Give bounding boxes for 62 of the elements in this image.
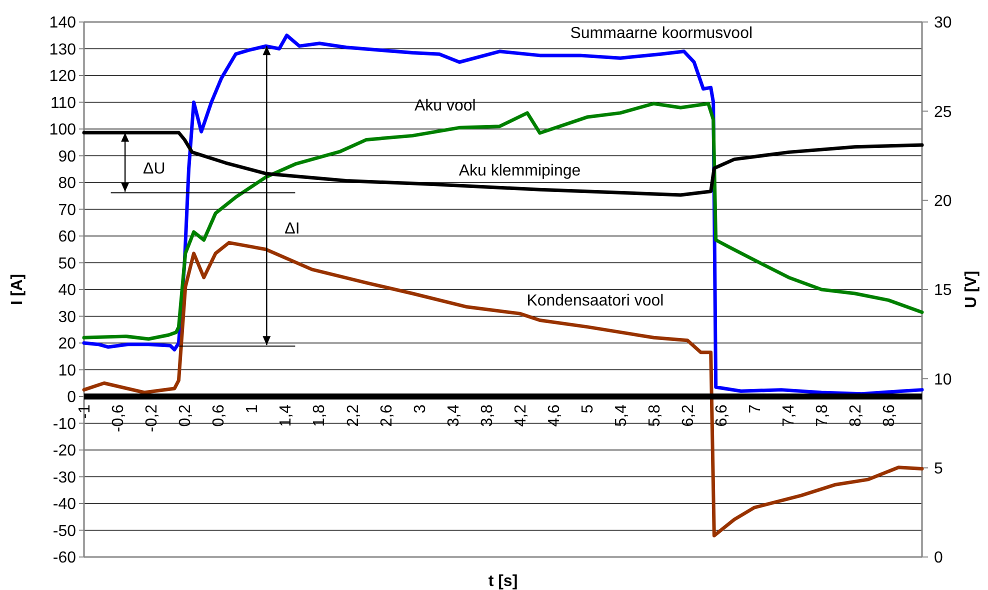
- y-tick-label: 50: [58, 255, 76, 272]
- y2-tick-label: 25: [934, 104, 952, 121]
- y2-tick-label: 10: [934, 371, 952, 388]
- x-axis-title: t [s]: [488, 573, 518, 590]
- x-tick-label: 8,6: [881, 404, 898, 427]
- y-tick-label: 0: [67, 389, 76, 406]
- y-tick-label: 140: [49, 14, 76, 32]
- x-tick-label: 5,8: [646, 404, 664, 427]
- y2-tick-label: 20: [934, 192, 952, 210]
- x-tick-label: 4,6: [546, 404, 563, 427]
- line-series: [82, 130, 924, 197]
- x-tick-label: 1,4: [278, 404, 295, 427]
- y2-tick-label: 0: [934, 550, 943, 567]
- y-tick-label: 10: [58, 362, 76, 380]
- annotation: ΔU: [143, 160, 166, 178]
- x-tick-label: 8,2: [848, 404, 865, 427]
- x-tick-label: 7: [747, 404, 764, 414]
- y-tick-label: 80: [58, 175, 76, 192]
- series-label: Kondensaatori vool: [526, 292, 664, 310]
- x-tick-label: 4,2: [512, 404, 530, 427]
- x-tick-label: 1: [244, 404, 262, 414]
- y-axis-title: I [A]: [9, 274, 26, 306]
- y2-axis-title: U [V]: [963, 270, 980, 308]
- x-tick-label: -0,6: [110, 404, 128, 432]
- y-tick-label: 110: [50, 94, 76, 112]
- x-tick-label: 6,2: [680, 404, 697, 427]
- x-tick-label: -1: [76, 404, 94, 419]
- x-tick-label: 7,4: [780, 404, 798, 427]
- y-tick-label: 40: [58, 282, 76, 300]
- annotation: ΔI: [284, 220, 300, 238]
- y-tick-label: -40: [52, 496, 76, 514]
- y-tick-label: 120: [49, 68, 76, 86]
- x-tick-label: 7,8: [814, 404, 832, 427]
- x-tick-label: 5: [579, 404, 596, 414]
- y-tick-label: -20: [52, 442, 76, 460]
- x-tick-label: 3: [412, 404, 429, 414]
- x-tick-label: -0,2: [144, 404, 161, 432]
- x-tick-label: 1,8: [311, 404, 328, 427]
- y-tick-label: -30: [52, 469, 76, 486]
- y2-tick-label: 15: [934, 282, 952, 300]
- y2-tick-label: 30: [934, 14, 952, 32]
- x-tick-label: 2,6: [378, 404, 396, 427]
- x-tick-label: 2,2: [344, 404, 362, 427]
- x-tick-label: 0,2: [177, 404, 194, 427]
- x-tick-label: 3,4: [445, 404, 462, 427]
- y-tick-label: 30: [58, 308, 76, 326]
- series-label: Summaarne koormusvool: [570, 25, 753, 42]
- y-tick-label: -10: [52, 416, 76, 433]
- y-tick-label: -50: [52, 522, 76, 540]
- y-tick-label: -60: [52, 550, 76, 567]
- y-tick-label: 20: [58, 336, 76, 353]
- y-tick-label: 100: [49, 122, 76, 139]
- y-tick-label: 90: [58, 148, 76, 166]
- x-tick-label: 0,6: [210, 404, 228, 427]
- y-tick-label: 130: [49, 41, 76, 58]
- y-tick-label: 70: [58, 202, 76, 219]
- series-label: Aku klemmipinge: [458, 162, 581, 180]
- x-tick-label: 3,8: [478, 404, 496, 427]
- x-tick-label: 5,4: [612, 404, 630, 427]
- x-tick-label: 6,6: [713, 404, 730, 427]
- y-tick-label: 60: [58, 228, 76, 246]
- y2-tick-label: 5: [934, 460, 943, 478]
